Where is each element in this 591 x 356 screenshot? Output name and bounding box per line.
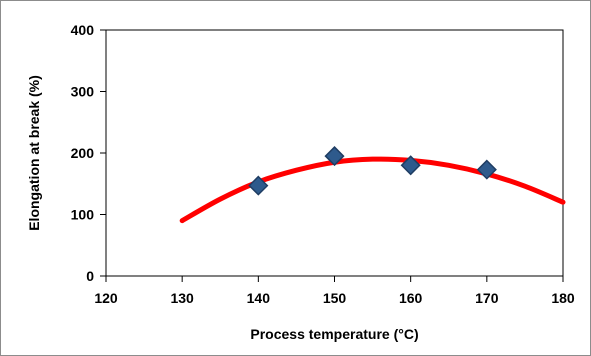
polynomial-trendline — [179, 156, 566, 224]
x-tick-label: 170 — [475, 290, 499, 306]
x-axis-title: Process temperature (°C) — [250, 326, 418, 342]
x-tick-label: 140 — [247, 290, 271, 306]
x-tick-label: 180 — [551, 290, 575, 306]
x-tick-label: 150 — [323, 290, 347, 306]
y-tick-label: 200 — [71, 145, 95, 161]
y-axis-title: Elongation at break (%) — [26, 75, 42, 231]
x-tick-label: 160 — [399, 290, 423, 306]
data-point-diamond — [400, 155, 421, 176]
data-point-diamond — [476, 159, 497, 180]
x-axis: 120 130 140 150 160 170 180 — [94, 276, 575, 306]
y-tick-label: 0 — [86, 268, 94, 284]
y-tick-label: 300 — [71, 84, 95, 100]
y-axis: 0 100 200 300 400 — [71, 22, 106, 284]
data-point-diamond — [324, 146, 345, 167]
x-tick-label: 120 — [94, 290, 118, 306]
y-tick-label: 400 — [71, 22, 95, 38]
y-tick-label: 100 — [71, 207, 95, 223]
series-layer — [179, 146, 566, 224]
data-point-diamond — [248, 175, 269, 196]
x-tick-label: 130 — [170, 290, 194, 306]
